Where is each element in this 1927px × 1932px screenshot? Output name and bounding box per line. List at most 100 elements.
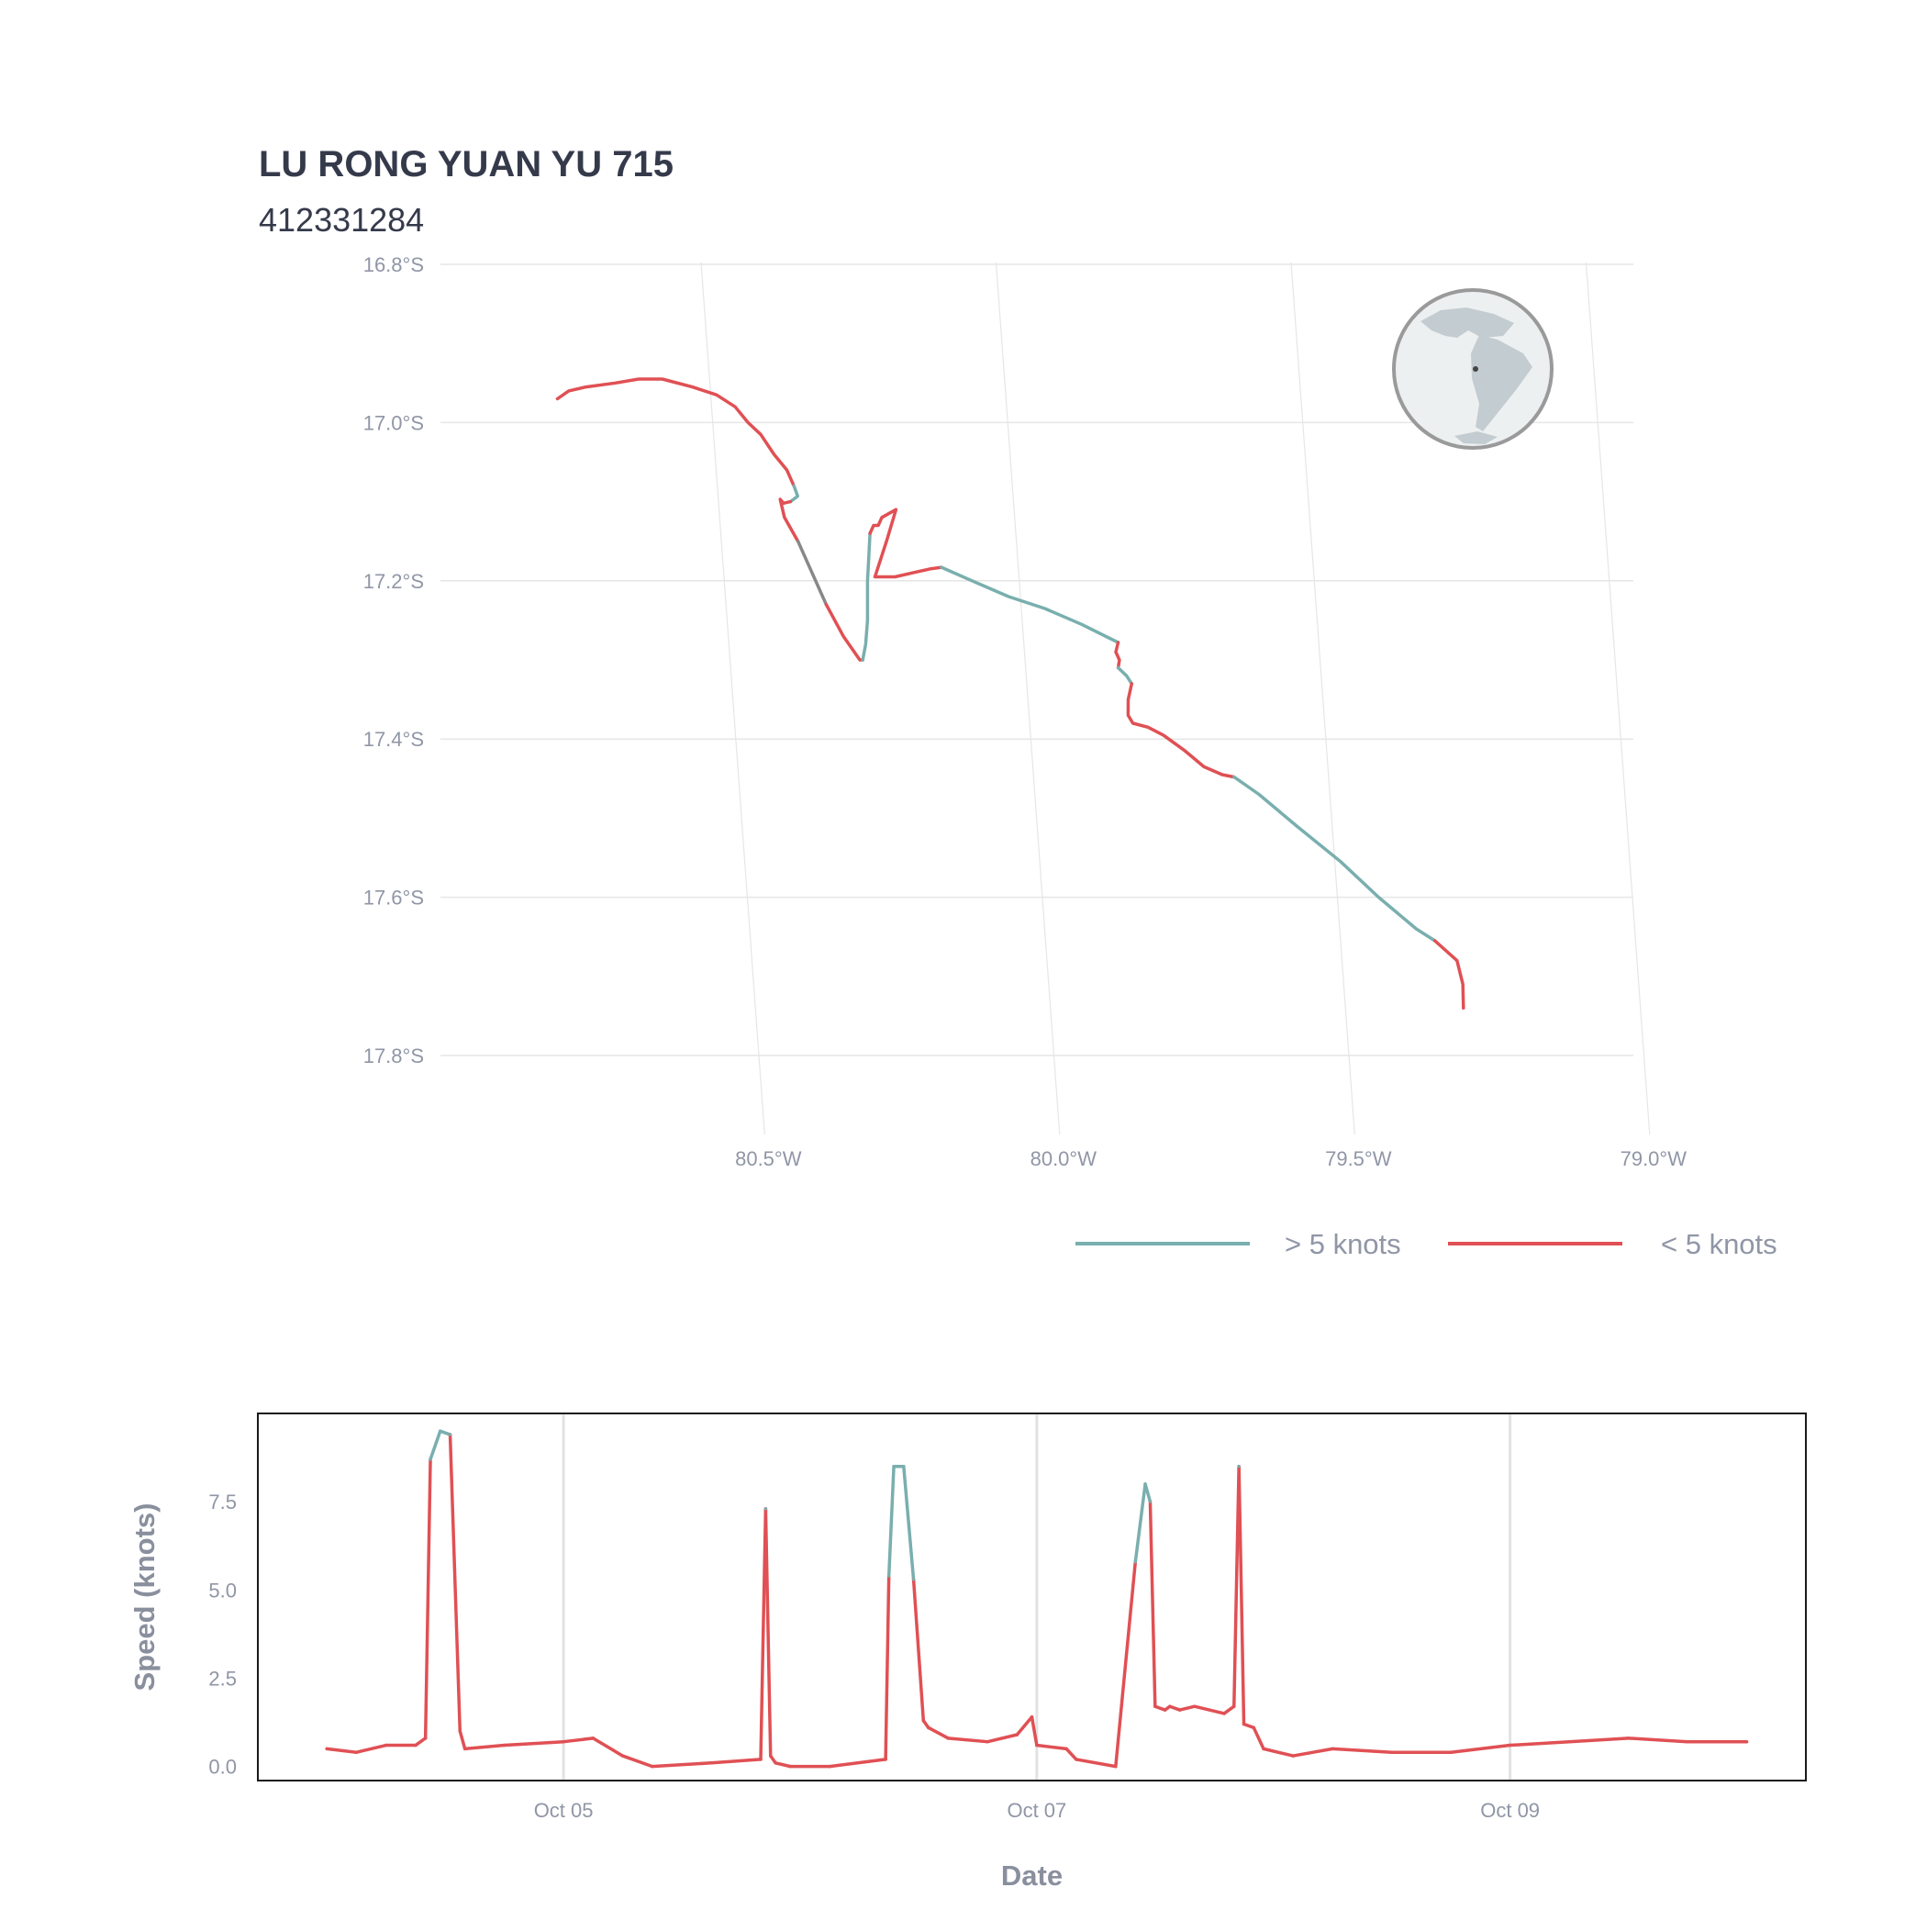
speed-point	[828, 1765, 831, 1769]
speed-segment	[911, 1578, 926, 1723]
speed-x-axis-title: Date	[1001, 1859, 1063, 1892]
speed-point	[927, 1725, 930, 1729]
speed-point	[1390, 1750, 1394, 1754]
speed-point	[1193, 1704, 1197, 1708]
track-segment-fast	[1232, 775, 1437, 943]
track-segment-fast	[788, 484, 800, 504]
speed-segment	[1252, 1725, 1265, 1751]
speed-point	[1686, 1740, 1689, 1744]
speed-point	[503, 1743, 507, 1748]
speed-segment	[414, 1737, 428, 1748]
speed-segment	[562, 1737, 596, 1744]
speed-y-axis-title: Speed (knots)	[128, 1503, 161, 1692]
date-tick-label: Oct 07	[1007, 1799, 1066, 1822]
speed-point	[429, 1457, 432, 1461]
track-segment-fast	[940, 565, 1120, 644]
lat-tick-label: 17.0°S	[363, 411, 424, 434]
lon-tick-label: 79.5°W	[1325, 1147, 1392, 1170]
speed-point	[384, 1743, 388, 1748]
globe-location-marker	[1473, 366, 1478, 372]
speed-segment	[1143, 1482, 1153, 1503]
vessel-mmsi: 412331284	[259, 201, 425, 239]
speed-point	[1064, 1747, 1068, 1750]
globe-land-antarctica	[1454, 431, 1498, 444]
speed-segment	[1114, 1559, 1138, 1769]
speed-segment	[620, 1754, 654, 1769]
globe-ring	[1392, 288, 1554, 450]
speed-point	[458, 1729, 462, 1733]
speed-tick-label: 0.0	[208, 1756, 237, 1779]
track-segment-fast	[1116, 665, 1134, 686]
speed-segment	[591, 1737, 625, 1758]
speed-point	[887, 1574, 891, 1578]
speed-segment	[1237, 1464, 1246, 1726]
speed-segment	[986, 1733, 1019, 1744]
speed-point	[1133, 1559, 1137, 1564]
speed-segment	[1168, 1704, 1182, 1712]
speed-segment	[709, 1758, 763, 1765]
speed-segment	[1567, 1737, 1631, 1744]
lon-gridline	[700, 262, 765, 1135]
speed-segment	[1242, 1722, 1256, 1730]
speed-point	[892, 1465, 896, 1469]
speed-segment	[886, 1464, 896, 1578]
speed-point	[651, 1765, 654, 1769]
speed-point	[1509, 1743, 1512, 1748]
speed-point	[1153, 1704, 1157, 1708]
speed-segment	[828, 1758, 887, 1769]
speed-point	[1075, 1758, 1078, 1761]
speed-tick-label: 7.5	[208, 1491, 237, 1513]
speed-point	[424, 1737, 428, 1740]
speed-point	[709, 1761, 713, 1765]
speed-segment	[1193, 1704, 1226, 1715]
speed-point	[1262, 1747, 1265, 1750]
speed-point	[1035, 1743, 1039, 1748]
speed-point	[354, 1750, 359, 1754]
speed-point	[1744, 1740, 1749, 1744]
speed-segment	[1291, 1747, 1334, 1758]
speed-segment	[429, 1429, 442, 1461]
speed-point	[1143, 1482, 1147, 1486]
speed-segment	[1449, 1743, 1512, 1754]
speed-point	[911, 1578, 916, 1581]
speed-segment	[1030, 1715, 1039, 1748]
speed-point	[884, 1758, 887, 1761]
track-segment-slow	[1114, 641, 1121, 670]
speed-segment	[774, 1761, 792, 1769]
speed-point	[1567, 1740, 1571, 1744]
lon-gridline	[995, 262, 1061, 1135]
speed-point	[1015, 1733, 1019, 1737]
speed-segment	[439, 1429, 452, 1436]
speed-point	[1291, 1754, 1295, 1758]
speed-chart: Oct 05 Oct 07 Oct 09 0.0 2.5 5.0 7.5 Date Speed …	[128, 1413, 1807, 1892]
speed-point	[759, 1758, 763, 1761]
speed-point	[763, 1507, 767, 1511]
speed-segment	[651, 1761, 714, 1769]
speed-segment	[1222, 1704, 1236, 1715]
speed-segment	[458, 1729, 467, 1751]
track-segment-slow	[778, 497, 800, 543]
speed-point	[1030, 1715, 1034, 1719]
speed-panel-border	[257, 1413, 1807, 1781]
speed-tick-label: 2.5	[208, 1667, 237, 1690]
lat-tick-label: 17.2°S	[363, 570, 424, 593]
speed-segment	[1508, 1739, 1571, 1748]
speed-segment	[926, 1725, 950, 1740]
lon-tick-label: 80.5°W	[735, 1147, 802, 1170]
speed-segment	[759, 1507, 768, 1761]
speed-segment	[1148, 1500, 1157, 1708]
speed-tick-label: 5.0	[208, 1579, 237, 1602]
speed-segment	[884, 1574, 891, 1761]
speed-point	[439, 1429, 442, 1433]
globe-land-south-america	[1471, 335, 1532, 431]
speed-point	[1626, 1737, 1631, 1740]
speed-point	[1232, 1704, 1236, 1708]
speed-point	[1242, 1722, 1246, 1726]
speed-segment	[1015, 1715, 1034, 1737]
speed-point	[902, 1465, 906, 1469]
speed-segment	[1331, 1747, 1394, 1754]
vessel-title: LU RONG YUAN YU 715	[259, 144, 674, 184]
speed-point	[1168, 1704, 1172, 1708]
